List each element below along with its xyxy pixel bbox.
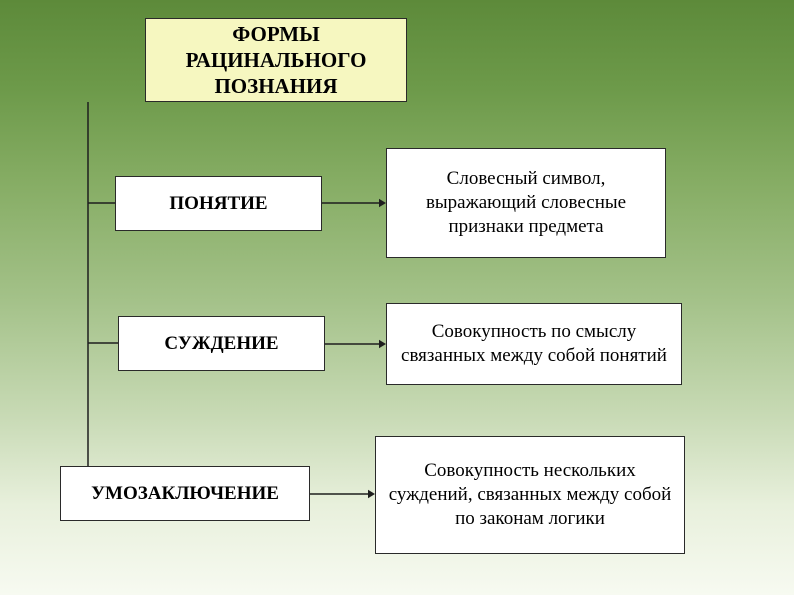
right-text: Совокупность по смыслу связанных между с…: [397, 320, 671, 368]
left-box-suzhdenie: СУЖДЕНИЕ: [118, 316, 325, 371]
title-box: ФОРМЫРАЦИНАЛЬНОГОПОЗНАНИЯ: [145, 18, 407, 102]
left-label: УМОЗАКЛЮЧЕНИЕ: [91, 482, 279, 506]
right-box-ponyatie: Словесный символ, выражающий словесные п…: [386, 148, 666, 258]
right-box-suzhdenie: Совокупность по смыслу связанных между с…: [386, 303, 682, 385]
left-box-umozaklyuchenie: УМОЗАКЛЮЧЕНИЕ: [60, 466, 310, 521]
diagram-canvas: ФОРМЫРАЦИНАЛЬНОГОПОЗНАНИЯ ПОНЯТИЕ Словес…: [0, 0, 794, 595]
right-text: Словесный символ, выражающий словесные п…: [397, 167, 655, 238]
right-box-umozaklyuchenie: Совокупность нескольких суждений, связан…: [375, 436, 685, 554]
left-label: СУЖДЕНИЕ: [164, 332, 278, 356]
left-box-ponyatie: ПОНЯТИЕ: [115, 176, 322, 231]
left-label: ПОНЯТИЕ: [169, 192, 267, 216]
title-text: ФОРМЫРАЦИНАЛЬНОГОПОЗНАНИЯ: [186, 21, 367, 100]
right-text: Совокупность нескольких суждений, связан…: [386, 459, 674, 530]
